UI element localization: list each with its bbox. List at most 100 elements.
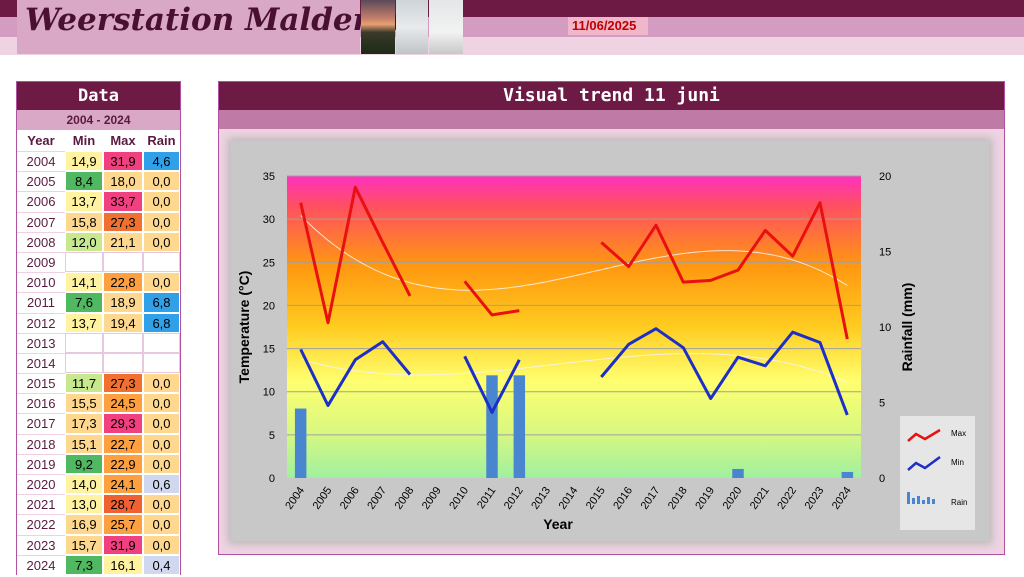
trend-lines	[300, 215, 848, 383]
y-tick-label: 5	[269, 430, 275, 442]
max-cell: 19,4	[103, 312, 143, 333]
top-bar: Weerstation Malderen 11/06/2025	[0, 0, 1024, 55]
legend-box	[900, 416, 975, 530]
x-axis-ticks: 2004 2005 2006 2007 2008 2009 2010 2011 2012 2013…	[283, 485, 854, 512]
column-header-year: Year	[27, 133, 55, 148]
table-row: 2021 13,0 28,7 0,0	[17, 494, 180, 515]
year-cell: 2012	[17, 312, 65, 333]
series-line-min	[299, 340, 412, 407]
max-cell: 24,1	[103, 474, 143, 495]
grid-lines	[287, 175, 861, 436]
max-cell: 21,1	[103, 231, 143, 252]
rain-cell: 0,0	[143, 211, 180, 232]
column-header-rain: Rain	[147, 133, 176, 148]
x-tick-label: 2015	[584, 485, 608, 512]
min-cell: 14,0	[65, 474, 103, 495]
min-cell	[65, 251, 103, 273]
y2-tick-label: 20	[879, 171, 891, 183]
min-cell: 12,0	[65, 231, 103, 252]
x-tick-label: 2008	[393, 485, 417, 512]
year-cell: 2018	[17, 433, 65, 454]
y2-tick-label: 0	[879, 473, 885, 485]
x-tick-label: 2016	[611, 485, 635, 512]
year-cell: 2008	[17, 231, 65, 252]
table-row: 2020 14,0 24,1 0,6	[17, 474, 180, 495]
year-cell: 2023	[17, 534, 65, 555]
max-cell: 33,7	[103, 191, 143, 212]
plot-area	[287, 176, 861, 478]
max-cell: 22,7	[103, 433, 143, 454]
rain-cell: 0,0	[143, 393, 180, 414]
y-tick-label: 10	[263, 387, 275, 399]
rain-cell: 6,8	[143, 292, 180, 313]
table-row: 2018 15,1 22,7 0,0	[17, 433, 180, 454]
year-cell: 2024	[17, 554, 65, 575]
table-row: 2023 15,7 31,9 0,0	[17, 534, 180, 555]
rain-cell	[143, 352, 180, 374]
min-cell: 14,1	[65, 272, 103, 293]
rain-cell: 0,0	[143, 433, 180, 454]
y-tick-label: 0	[269, 473, 275, 485]
min-cell: 13,0	[65, 494, 103, 515]
rain-cell: 0,0	[143, 191, 180, 212]
year-cell: 2006	[17, 191, 65, 212]
x-tick-label: 2012	[502, 485, 526, 512]
max-cell: 31,9	[103, 151, 143, 172]
table-row: 2012 13,7 19,4 6,8	[17, 312, 180, 333]
table-row: 2006 13,7 33,7 0,0	[17, 191, 180, 212]
site-title-box	[17, 0, 360, 54]
x-tick-label: 2010	[447, 485, 471, 512]
max-cell: 29,3	[103, 413, 143, 434]
year-cell: 2022	[17, 514, 65, 535]
legend-max-label: Max	[951, 429, 966, 438]
year-cell: 2020	[17, 474, 65, 495]
data-period: 2004 - 2024	[17, 110, 180, 130]
table-row: 2005 8,4 18,0 0,0	[17, 171, 180, 192]
y2-axis-label: Rainfall (mm)	[899, 283, 915, 372]
rain-cell: 0,0	[143, 272, 180, 293]
max-cell: 16,1	[103, 554, 143, 575]
rain-cell: 0,0	[143, 231, 180, 252]
y-tick-label: 15	[263, 344, 275, 356]
max-cell	[103, 332, 143, 353]
table-row: 2013	[17, 332, 180, 353]
x-tick-label: 2005	[311, 485, 335, 512]
min-cell: 15,7	[65, 534, 103, 555]
max-cell: 31,9	[103, 534, 143, 555]
x-tick-label: 2019	[693, 485, 717, 512]
year-cell: 2004	[17, 151, 65, 172]
y2-tick-label: 15	[879, 247, 891, 259]
min-cell: 17,3	[65, 413, 103, 434]
rain-cell: 0,0	[143, 171, 180, 192]
series-line-max	[600, 201, 849, 340]
min-cell: 7,3	[65, 554, 103, 575]
min-cell: 15,5	[65, 393, 103, 414]
x-tick-label: 2021	[748, 485, 772, 512]
min-cell: 8,4	[65, 171, 103, 192]
x-tick-label: 2020	[721, 485, 745, 512]
max-cell: 22,8	[103, 272, 143, 293]
y-tick-label: 20	[263, 300, 275, 312]
min-cell: 13,7	[65, 191, 103, 212]
site-title: Weerstation Malderen	[25, 2, 412, 38]
min-cell: 14,9	[65, 151, 103, 172]
rain-cell	[143, 251, 180, 273]
series-line-min	[463, 355, 521, 414]
data-panel-title: Data	[17, 82, 180, 110]
min-cell: 15,8	[65, 211, 103, 232]
legend-min-icon	[907, 455, 941, 471]
year-cell: 2015	[17, 373, 65, 394]
table-row: 2004 14,9 31,9 4,6	[17, 151, 180, 172]
x-axis-label: Year	[543, 516, 573, 532]
weather-station-photo	[429, 0, 463, 54]
legend-rain-icon	[907, 492, 935, 504]
legend-rain-label: Rain	[951, 498, 967, 507]
max-cell: 22,9	[103, 453, 143, 474]
x-tick-label: 2018	[666, 485, 690, 512]
table-row: 2024 7,3 16,1 0,4	[17, 554, 180, 575]
year-cell: 2007	[17, 211, 65, 232]
min-cell: 15,1	[65, 433, 103, 454]
y2-tick-label: 10	[879, 322, 891, 334]
min-cell: 11,7	[65, 373, 103, 394]
table-row: 2022 16,9 25,7 0,0	[17, 514, 180, 535]
